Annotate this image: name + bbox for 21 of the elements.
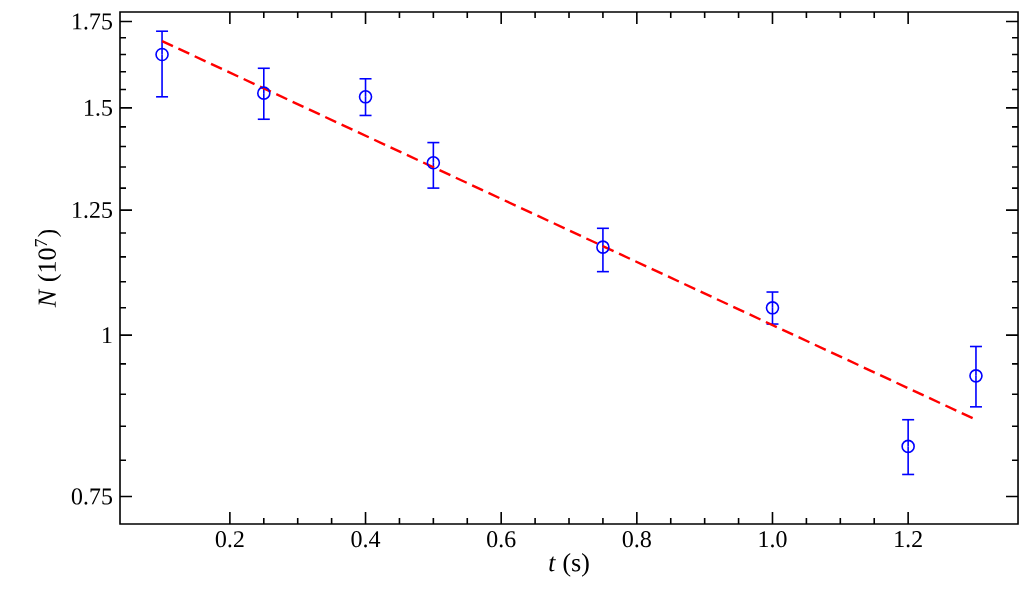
x-tick-label: 1.2 [895,531,922,548]
point [596,240,610,254]
point [155,47,169,62]
y-tick-label: 1 [103,327,112,344]
y-axis-title: N (10$^{7}$) [35,229,62,308]
point [426,156,441,170]
y-tick-label: 0.75 [71,488,113,505]
point [358,90,373,104]
x-tick-label: 0.6 [487,531,516,548]
point [969,369,983,383]
x-tick-label: 0.4 [351,531,381,548]
x-tick-label: 1.0 [759,531,787,548]
point [256,86,271,100]
x-tick-label: 0.8 [622,531,651,548]
x-tick-label: 0.2 [215,531,244,548]
y-tick-label: 1.75 [73,13,113,30]
point [901,439,915,454]
y-tick-label: 1.5 [85,99,113,116]
point [765,301,780,315]
y-tick-label: 1.25 [73,201,113,219]
x-axis-title: t (s) [549,553,589,577]
